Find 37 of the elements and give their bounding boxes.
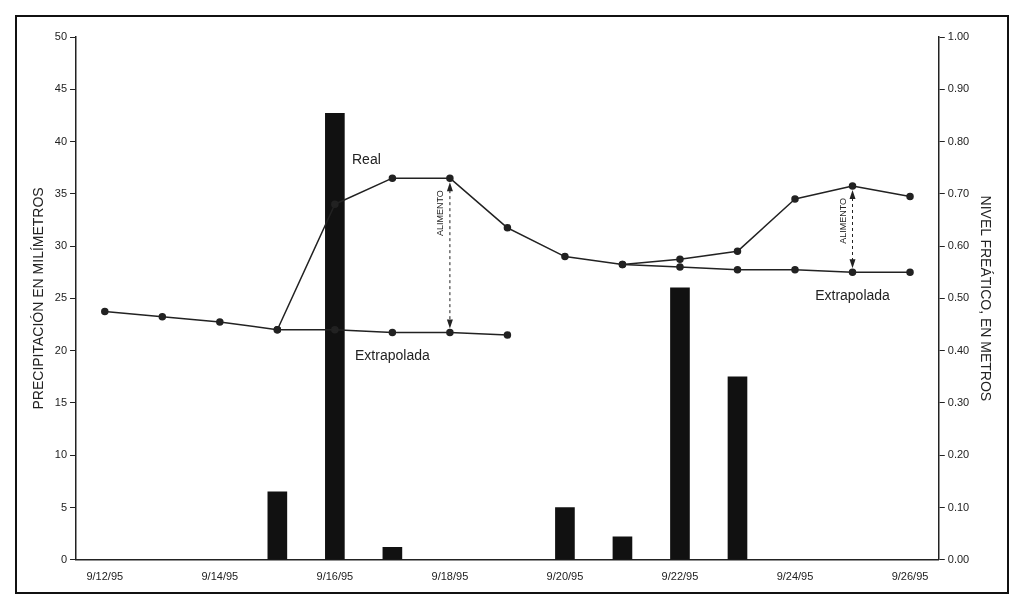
y2-tick-label: 0.90 [947, 82, 970, 95]
y2-tick-label: 1.00 [947, 30, 970, 43]
y2-tick-label: 0.30 [947, 395, 970, 408]
y2-tick-label: 0.80 [947, 134, 970, 147]
annotation: ALIMENTO [434, 190, 445, 236]
y2-tick-label: 0.60 [947, 239, 970, 252]
x-tick-label: 9/18/95 [431, 570, 469, 583]
series-label: Extrapolada [355, 347, 430, 364]
y2-axis-title: NIVEL FREÁTICO, EN METROS [977, 195, 994, 402]
annotation: ALIMENTO [837, 198, 848, 244]
x-tick-label: 9/24/95 [776, 570, 814, 583]
x-tick-label: 9/26/95 [891, 570, 929, 583]
x-tick-label: 9/16/95 [316, 570, 354, 583]
y-tick-label: 45 [54, 82, 68, 95]
y-tick-label: 50 [54, 30, 68, 43]
y-tick-label: 20 [54, 343, 68, 356]
y2-tick-label: 0.10 [947, 500, 970, 513]
x-tick-label: 9/12/95 [86, 570, 124, 583]
y-tick-label: 15 [54, 395, 68, 408]
y-tick-label: 0 [60, 552, 68, 565]
y2-tick-label: 0.50 [947, 291, 970, 304]
x-tick-label: 9/22/95 [661, 570, 699, 583]
x-tick-label: 9/20/95 [546, 570, 584, 583]
y2-tick-label: 0.40 [947, 343, 970, 356]
y-axis-title: PRECIPITACIÓN EN MILÍMETROS [30, 187, 47, 410]
y-tick-label: 35 [54, 186, 68, 199]
y2-tick-label: 0.70 [947, 186, 970, 199]
y-tick-label: 40 [54, 134, 68, 147]
series-label: Real [351, 151, 381, 168]
y2-tick-label: 0.20 [947, 448, 970, 461]
y2-tick-label: 0.00 [947, 552, 970, 565]
y-tick-label: 25 [54, 291, 68, 304]
y-tick-label: 5 [60, 500, 68, 513]
text: Extrapolada [815, 287, 890, 304]
y-tick-label: 10 [54, 448, 68, 461]
y-tick-label: 30 [54, 239, 68, 252]
x-tick-label: 9/14/95 [201, 570, 239, 583]
